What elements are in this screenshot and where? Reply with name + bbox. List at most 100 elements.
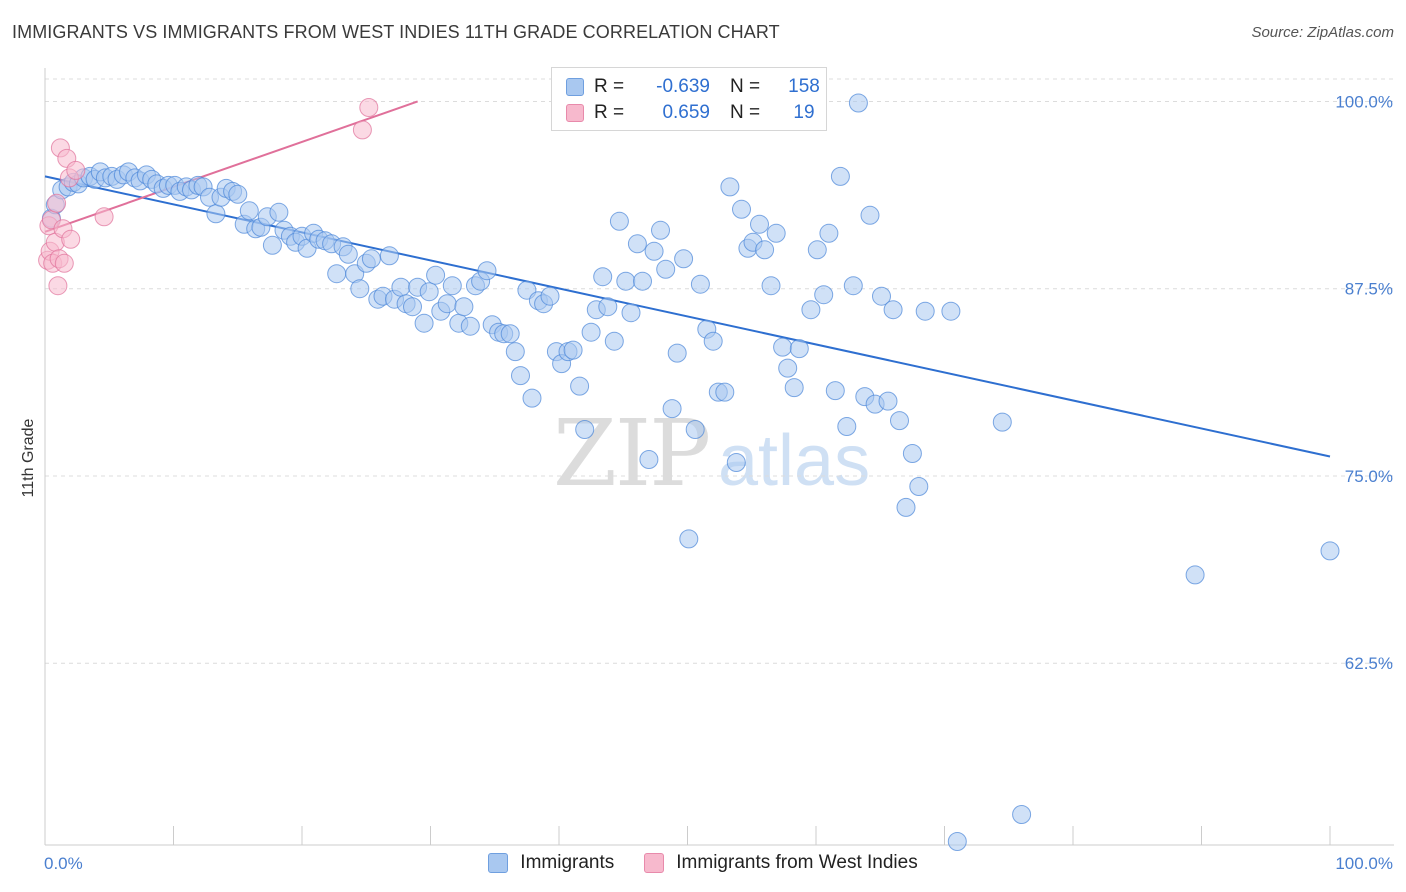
point-immigrants [789, 339, 809, 359]
point-immigrants [807, 240, 827, 260]
legend-label: Immigrants from West Indies [676, 852, 918, 873]
point-immigrants [403, 297, 422, 317]
point-west-indies [61, 229, 81, 249]
point-immigrants [477, 261, 497, 281]
source-label: Source: ZipAtlas.com [1251, 24, 1394, 41]
point-immigrants [755, 240, 775, 260]
point-immigrants [511, 366, 530, 386]
point-immigrants [814, 285, 834, 305]
point-west-indies [48, 276, 68, 296]
legend-row-immigrants: R = -0.639 N = 158 [566, 75, 828, 99]
point-immigrants [1320, 541, 1340, 561]
point-immigrants [860, 205, 880, 225]
point-immigrants [902, 444, 922, 463]
point-immigrants [651, 220, 670, 240]
point-immigrants [505, 342, 525, 362]
point-immigrants [437, 294, 457, 314]
point-immigrants [327, 264, 347, 284]
point-immigrants [848, 93, 868, 113]
point-west-indies [47, 193, 67, 213]
y-tick-label: 87.5% [1345, 280, 1393, 299]
point-immigrants [909, 477, 929, 496]
point-immigrants [616, 271, 636, 291]
legend-swatch-immigrants [566, 78, 584, 96]
point-immigrants [609, 211, 629, 231]
point-immigrants [570, 376, 590, 396]
legend-n-value: 158 [788, 76, 820, 97]
point-immigrants [784, 378, 804, 398]
point-immigrants [593, 267, 613, 287]
point-immigrants [941, 301, 961, 321]
point-immigrants [679, 529, 699, 549]
legend-r-label: R = [594, 102, 625, 123]
legend-swatch [644, 853, 665, 873]
legend-row-west-indies: R = 0.659 N = 19 [566, 101, 828, 125]
point-immigrants [915, 301, 935, 321]
y-tick-label: 100.0% [1335, 92, 1393, 111]
point-immigrants [639, 450, 659, 469]
point-immigrants [228, 184, 248, 204]
legend-swatch [488, 853, 509, 873]
point-immigrants [801, 300, 821, 320]
legend-n-value: 19 [793, 102, 815, 123]
y-axis-label: 11th Grade [20, 418, 37, 497]
legend-n-label: N = [730, 76, 761, 97]
point-immigrants [761, 276, 781, 296]
point-immigrants [690, 274, 710, 294]
point-immigrants [627, 234, 647, 254]
point-immigrants [883, 300, 903, 320]
point-immigrants [878, 391, 898, 411]
y-tick-label: 62.5% [1345, 654, 1393, 673]
point-immigrants [460, 316, 480, 336]
point-immigrants [338, 244, 358, 264]
point-immigrants [419, 282, 439, 302]
point-immigrants [621, 303, 641, 323]
point-immigrants [206, 204, 226, 224]
point-west-indies [94, 207, 114, 227]
legend-label: Immigrants [520, 852, 615, 873]
trend-lines [44, 100, 1331, 458]
point-immigrants [1012, 805, 1032, 824]
point-immigrants [540, 286, 560, 306]
point-immigrants [414, 313, 434, 333]
point-immigrants [750, 214, 769, 234]
chart-title: IMMIGRANTS VS IMMIGRANTS FROM WEST INDIE… [12, 22, 780, 42]
point-immigrants [598, 297, 618, 317]
correlation-legend: R = -0.639 N = 158 R = 0.659 N = 19 [551, 67, 827, 131]
x-tick-label: 100.0% [1335, 854, 1393, 873]
point-immigrants [674, 249, 694, 269]
point-west-indies [54, 253, 74, 273]
point-immigrants [269, 202, 289, 222]
point-immigrants [819, 223, 839, 243]
point-immigrants [890, 411, 909, 431]
point-immigrants [872, 286, 891, 306]
point-immigrants [656, 259, 676, 279]
x-tick-label: 0.0% [44, 854, 83, 873]
legend-swatch-west-indies [566, 104, 584, 122]
point-immigrants [1185, 565, 1205, 585]
point-immigrants [830, 166, 850, 186]
point-immigrants [361, 249, 381, 269]
point-immigrants [604, 331, 624, 351]
point-immigrants [379, 246, 399, 266]
point-west-indies [359, 98, 379, 117]
series-legend: Immigrants Immigrants from West Indies [0, 852, 1406, 874]
point-immigrants [644, 241, 664, 261]
legend-r-label: R = [594, 76, 625, 97]
point-immigrants [685, 420, 705, 439]
point-immigrants [350, 279, 370, 299]
legend-n-label: N = [730, 102, 761, 123]
point-immigrants [563, 340, 583, 360]
point-immigrants [766, 223, 786, 243]
legend-item-west-indies[interactable]: Immigrants from West Indies [644, 852, 918, 874]
legend-r-value: -0.639 [656, 76, 710, 97]
point-immigrants [825, 381, 845, 401]
point-immigrants [426, 265, 446, 285]
point-immigrants [843, 276, 863, 296]
legend-item-immigrants[interactable]: Immigrants [488, 852, 614, 874]
point-immigrants [633, 271, 652, 291]
point-immigrants [391, 277, 411, 297]
point-immigrants [442, 276, 462, 296]
point-immigrants [662, 399, 682, 419]
